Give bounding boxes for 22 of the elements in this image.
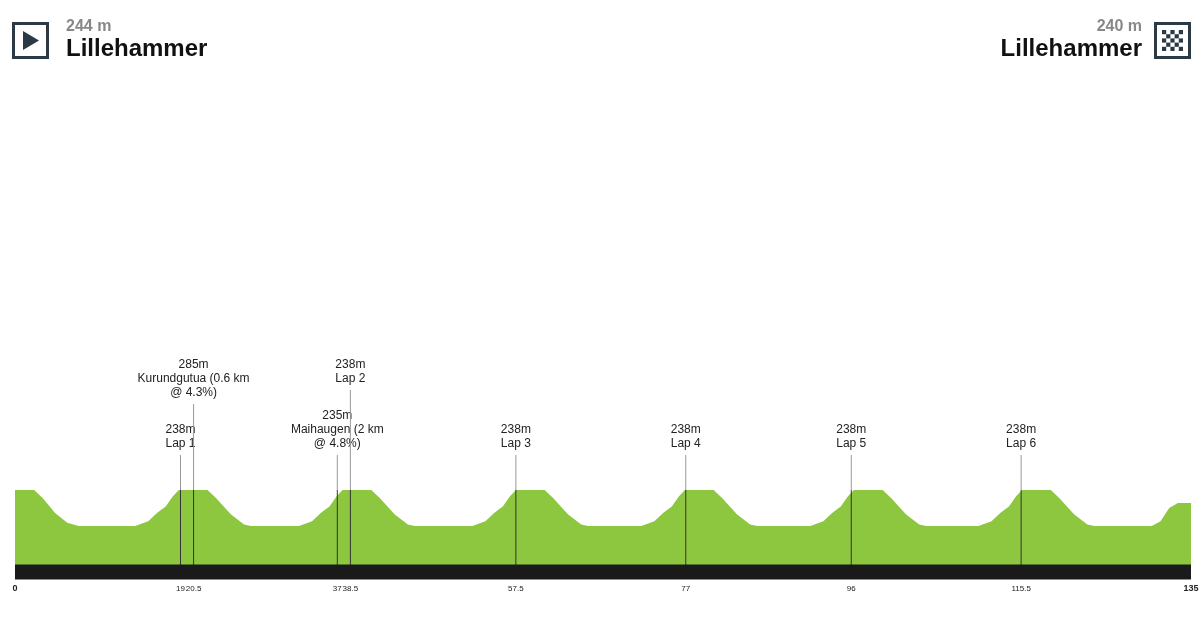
x-tick-label: 19 xyxy=(176,584,186,593)
ref-line-label: 238m Lap 3 xyxy=(500,422,532,450)
x-tick-label: 77 xyxy=(681,584,691,593)
x-tick-label: 115.5 xyxy=(1011,584,1032,593)
x-tick-label: 0 xyxy=(12,583,18,593)
ref-line-label: 235m Maihaugen (2 km @ 4.8%) xyxy=(290,408,384,450)
x-tick-label: 135 xyxy=(1183,583,1199,593)
ref-line-label: 238m Lap 6 xyxy=(1006,422,1037,450)
text: 240 m xyxy=(1095,17,1142,34)
x-tick-label: 96 xyxy=(846,584,857,593)
text: Lillehammer xyxy=(1000,34,1142,61)
x-tick-label: 20.5 xyxy=(185,584,202,593)
text: Lillehammer xyxy=(66,34,208,61)
ref-line-label: 238m Lap 4 xyxy=(670,422,702,450)
x-tick-label: 37 xyxy=(332,584,343,593)
x-tick-label: 57.5 xyxy=(508,584,525,593)
ref-line-label: 285m Kurundgutua (0.6 km @ 4.3%) xyxy=(137,357,250,399)
ref-line-label: 238m Lap 1 xyxy=(165,422,196,450)
x-tick-label: 38.5 xyxy=(342,584,359,593)
ref-line-label: 238m Lap 5 xyxy=(836,422,867,450)
text: 244 m xyxy=(66,17,113,34)
ref-line-label: 238m Lap 2 xyxy=(335,357,366,385)
